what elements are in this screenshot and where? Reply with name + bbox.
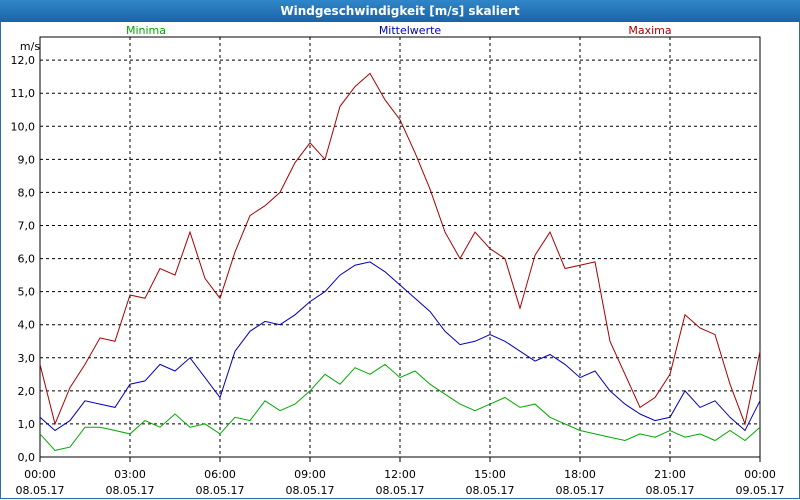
y-tick-label: 5,0 <box>18 286 36 299</box>
y-tick-label: 8,0 <box>18 186 36 199</box>
x-tick-date: 08.05.17 <box>196 484 245 497</box>
series-line-mittelwerte <box>39 261 761 432</box>
x-tick-date: 08.05.17 <box>286 484 335 497</box>
x-tick-time: 15:00 <box>474 468 506 481</box>
x-tick-time: 21:00 <box>654 468 686 481</box>
x-tick-date: 08.05.17 <box>106 484 155 497</box>
y-tick-label: 4,0 <box>18 319 36 332</box>
y-axis-label: m/s <box>20 40 40 53</box>
x-tick-date: 08.05.17 <box>556 484 605 497</box>
x-tick-date: 08.05.17 <box>646 484 695 497</box>
x-tick-time: 12:00 <box>384 468 416 481</box>
y-tick-label: 6,0 <box>18 253 36 266</box>
x-tick-time: 00:00 <box>744 468 776 481</box>
y-tick-label: 7,0 <box>18 220 36 233</box>
y-tick-label: 3,0 <box>18 352 36 365</box>
x-tick-date: 08.05.17 <box>16 484 65 497</box>
y-tick-label: 1,0 <box>18 418 36 431</box>
y-tick-label: 10,0 <box>11 120 36 133</box>
chart-title: Windgeschwindigkeit [m/s] skaliert <box>0 0 800 22</box>
x-tick-time: 00:00 <box>24 468 56 481</box>
legend-maxima: Maxima <box>628 24 671 37</box>
x-tick-date: 08.05.17 <box>466 484 515 497</box>
x-axis-ticks: 00:00 08.05.17 03:00 08.05.17 06:00 08.05.17 0… <box>16 457 785 497</box>
y-axis-ticks: 0,0 1,0 2,0 3,0 4,0 5,0 6,0 7,0 8,0 9,0 10,0 11,0 12… <box>11 54 36 464</box>
grid-lines <box>40 37 760 457</box>
series-line-maxima <box>39 72 761 426</box>
y-tick-label: 9,0 <box>18 153 36 166</box>
x-tick-time: 06:00 <box>204 468 236 481</box>
y-tick-label: 2,0 <box>18 385 36 398</box>
x-tick-time: 03:00 <box>114 468 146 481</box>
legend-mittelwerte: Mittelwerte <box>379 24 442 37</box>
legend: Minima Mittelwerte Maxima <box>126 24 672 37</box>
x-tick-time: 09:00 <box>294 468 326 481</box>
y-tick-label: 12,0 <box>11 54 36 67</box>
y-tick-label: 11,0 <box>11 87 36 100</box>
x-tick-date: 09.05.17 <box>736 484 785 497</box>
series-line-minima <box>39 363 761 451</box>
y-tick-label: 0,0 <box>18 451 36 464</box>
series-group <box>39 72 761 451</box>
legend-minima: Minima <box>126 24 166 37</box>
x-tick-time: 18:00 <box>564 468 596 481</box>
x-tick-date: 08.05.17 <box>376 484 425 497</box>
